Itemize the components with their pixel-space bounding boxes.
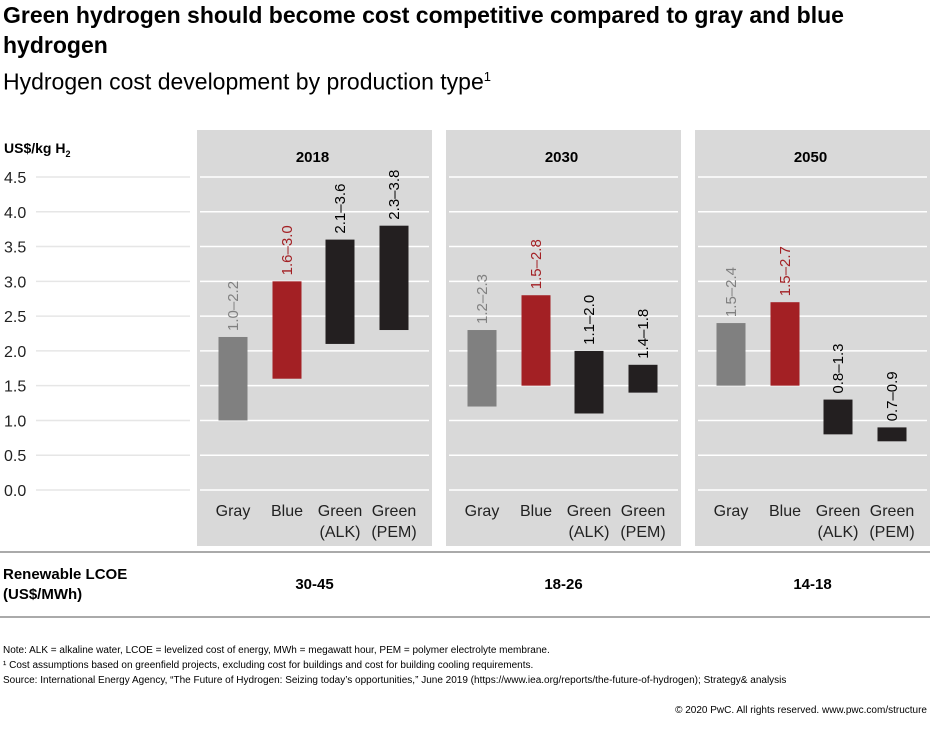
category-label: Blue (769, 503, 801, 520)
panel-year-2018: 2018 (296, 149, 329, 166)
bar-2030-0 (467, 330, 497, 407)
bar-label: 1.0–2.2 (225, 281, 242, 331)
bar-label: 0.7–0.9 (884, 371, 901, 421)
bar-label: 2.3–3.8 (386, 170, 403, 220)
y-tick-label: 0.5 (4, 448, 26, 465)
y-tick-label: 1.5 (4, 379, 26, 396)
category-label: Green (816, 503, 860, 520)
bar-label: 1.2–2.3 (474, 274, 491, 324)
note-source: Source: International Energy Agency, “Th… (3, 675, 787, 686)
chart-subtitle: Hydrogen cost development by production … (3, 62, 491, 97)
copyright: © 2020 PwC. All rights reserved. www.pwc… (675, 705, 927, 716)
lcoe-value-2030: 18-26 (544, 576, 583, 593)
y-tick-label: 3.0 (4, 274, 26, 291)
y-tick-label: 1.0 (4, 413, 26, 430)
bar-2030-1 (521, 295, 551, 386)
category-label-sub: (PEM) (371, 524, 416, 541)
bar-2050-3 (877, 427, 907, 442)
y-tick-label: 3.5 (4, 240, 26, 257)
bar-label: 1.5–2.8 (528, 239, 545, 289)
note-footnote-1: ¹ Cost assumptions based on greenfield p… (3, 660, 534, 671)
lcoe-value-2050: 14-18 (793, 576, 832, 593)
category-label-sub: (ALK) (320, 524, 361, 541)
category-label-sub: (ALK) (569, 524, 610, 541)
chart-title: Green hydrogen should become cost compet… (3, 2, 844, 58)
y-tick-label: 2.5 (4, 309, 26, 326)
panel-year-2050: 2050 (794, 149, 827, 166)
category-label: Gray (465, 503, 500, 520)
category-label: Gray (216, 503, 251, 520)
category-label: Blue (520, 503, 552, 520)
subtitle-footnote-mark: 1 (483, 69, 491, 84)
category-label: Green (870, 503, 914, 520)
note-abbreviations: Note: ALK = alkaline water, LCOE = level… (3, 645, 550, 656)
subtitle-text: Hydrogen cost development by production … (3, 68, 484, 95)
bar-label: 0.8–1.3 (830, 344, 847, 394)
category-label: Green (621, 503, 665, 520)
category-label-sub: (ALK) (818, 524, 859, 541)
footnotes: Note: ALK = alkaline water, LCOE = level… (3, 643, 786, 688)
bar-label: 2.1–3.6 (332, 184, 349, 234)
bar-2018-0 (218, 336, 248, 421)
bar-label: 1.5–2.7 (777, 246, 794, 296)
bar-2030-2 (574, 350, 604, 414)
bar-2018-1 (272, 281, 302, 379)
lcoe-label-line2: (US$/MWh) (3, 586, 83, 603)
lcoe-label: Renewable LCOE (US$/MWh) (3, 565, 127, 605)
category-label-sub: (PEM) (869, 524, 914, 541)
bar-2030-3 (628, 364, 658, 393)
bar-label: 1.6–3.0 (279, 225, 296, 275)
category-label: Green (372, 503, 416, 520)
lcoe-value-2018: 30-45 (295, 576, 334, 593)
y-tick-label: 2.0 (4, 344, 26, 361)
y-tick-label: 0.0 (4, 483, 26, 500)
bar-2050-0 (716, 323, 746, 386)
lcoe-label-line1: Renewable LCOE (3, 566, 128, 583)
bar-2050-2 (823, 399, 853, 435)
bar-2050-1 (770, 302, 800, 386)
bar-label: 1.5–2.4 (723, 267, 740, 317)
y-axis-label: US$/kg H2 (4, 140, 70, 159)
bar-2018-3 (379, 225, 409, 331)
bar-2018-2 (325, 239, 355, 344)
y-tick-label: 4.5 (4, 170, 26, 187)
bar-label: 1.4–1.8 (635, 309, 652, 359)
category-label: Green (318, 503, 362, 520)
category-label: Blue (271, 503, 303, 520)
y-tick-label: 4.0 (4, 205, 26, 222)
category-label-sub: (PEM) (620, 524, 665, 541)
panel-year-2030: 2030 (545, 149, 578, 166)
category-label: Green (567, 503, 611, 520)
category-label: Gray (714, 503, 749, 520)
bar-label: 1.1–2.0 (581, 295, 598, 345)
